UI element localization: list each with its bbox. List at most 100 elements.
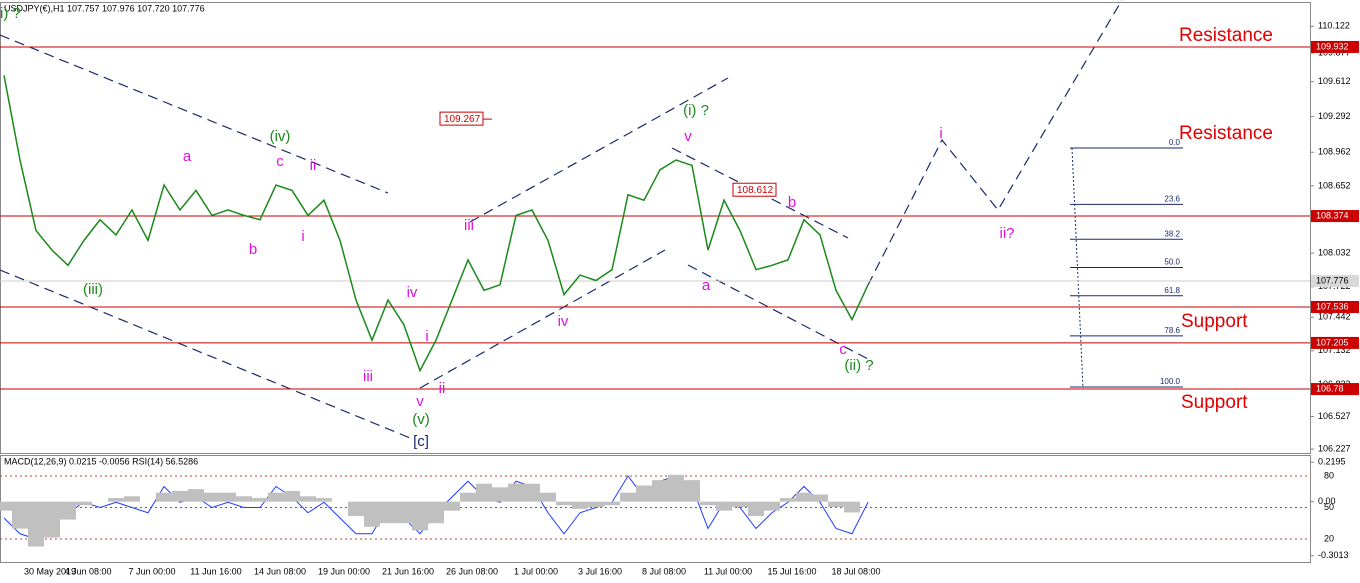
price-tag-label: 109.267: [444, 114, 481, 125]
level-label: 106.78: [1316, 383, 1344, 393]
macd-bar: [652, 480, 668, 502]
level-tag: [1311, 301, 1359, 314]
x-tick-label: 26 Jun 08:00: [446, 566, 498, 576]
macd-bar: [0, 501, 12, 511]
macd-bar: [236, 496, 252, 502]
y2-tick-label: 0.00: [1318, 496, 1336, 506]
indicator-title: MACD(12,26,9) 0.0215 -0.0056 RSI(14) 56.…: [4, 456, 198, 466]
wave-label: c: [839, 341, 847, 358]
macd-bar: [460, 492, 476, 502]
wave-label: (i) ?: [683, 102, 709, 119]
wave-label: v: [416, 393, 424, 410]
y2-tick-label: -0.3013: [1318, 550, 1349, 560]
macd-bar: [572, 501, 588, 509]
macd-bar: [204, 492, 220, 502]
macd-bar: [588, 501, 604, 508]
zone-label: Resistance: [1179, 25, 1273, 46]
x-tick-label: 19 Jun 00:00: [318, 566, 370, 576]
zone-label: Support: [1181, 392, 1248, 413]
x-tick-label: 18 Jul 08:00: [831, 566, 880, 576]
macd-bar: [76, 501, 92, 506]
wave-label: ii: [439, 380, 446, 397]
x-tick-label: 8 Jul 08:00: [642, 566, 686, 576]
current-price-label: 107.776: [1316, 275, 1349, 285]
wave-label: i: [939, 125, 942, 142]
macd-bar: [172, 490, 188, 502]
macd-bar: [12, 501, 28, 529]
macd-bar: [124, 496, 140, 502]
x-tick-label: 30 May 2019: [24, 566, 76, 576]
wave-label: b: [249, 241, 257, 258]
fib-label: 78.6: [1164, 326, 1180, 335]
x-tick-label: 7 Jun 00:00: [128, 566, 175, 576]
current-price-tag: [1311, 274, 1359, 287]
x-tick-label: 21 Jun 16:00: [382, 566, 434, 576]
y-tick-label: 50: [1324, 502, 1334, 512]
macd-bar: [716, 501, 732, 511]
macd-bar: [732, 501, 748, 508]
channel-line: [469, 77, 729, 223]
x-tick-label: 1 Jul 00:00: [514, 566, 558, 576]
macd-bar: [60, 501, 76, 520]
level-tag: [1311, 210, 1359, 223]
y-tick-label: 80: [1324, 470, 1334, 480]
price-tag-label: 108.612: [737, 185, 774, 196]
macd-bar: [748, 501, 764, 517]
macd-bar: [556, 501, 572, 506]
wave-label: ii?: [999, 225, 1014, 242]
y2-tick-label: 0.2195: [1318, 457, 1346, 467]
channel-line: [419, 249, 666, 389]
wave-label: (iv): [270, 128, 291, 145]
macd-bar: [380, 501, 396, 524]
fib-label: 61.8: [1164, 286, 1180, 295]
price-tag-box: [439, 111, 484, 126]
macd-bar: [44, 501, 60, 538]
channel-line: [0, 269, 416, 441]
fib-label: 100.0: [1160, 377, 1181, 386]
wave-label: iv: [558, 313, 569, 330]
macd-bar: [764, 501, 780, 511]
macd-bar: [620, 492, 636, 502]
macd-bar: [684, 480, 700, 502]
macd-bar: [700, 501, 716, 506]
wave-label: iv: [407, 284, 418, 301]
wave-label: (v): [412, 411, 430, 428]
wave-label: b: [788, 194, 796, 211]
macd-bar: [604, 501, 620, 506]
x-tick-label: 15 Jul 16:00: [767, 566, 816, 576]
macd-bar: [812, 494, 828, 502]
macd-bar: [780, 498, 796, 502]
y-tick-label: 20: [1324, 533, 1334, 543]
macd-bar: [364, 501, 380, 527]
macd-bar: [844, 501, 860, 513]
wave-label: i: [425, 328, 428, 345]
macd-bar: [396, 501, 412, 524]
macd-bar: [828, 501, 844, 508]
macd-bar: [268, 492, 284, 502]
wave-label: ii: [310, 157, 317, 174]
macd-bar: [428, 501, 444, 524]
wave-label: a: [702, 277, 711, 294]
macd-bar: [108, 498, 124, 502]
wave-label: (iii): [83, 281, 103, 298]
wave-label: [c]: [413, 433, 429, 450]
fib-label: 38.2: [1164, 229, 1180, 238]
macd-bar: [156, 492, 172, 502]
channel-lines: [0, 0, 1123, 441]
y-tick-label: 108.962: [1318, 147, 1351, 157]
y-tick-label: 109.292: [1318, 111, 1351, 121]
macd-bar: [668, 474, 684, 502]
wave-label: iii: [464, 217, 474, 234]
x-tick-label: 11 Jul 00:00: [704, 566, 752, 576]
y-tick-label: 110.122: [1318, 21, 1350, 31]
x-tick-label: 11 Jun 16:00: [190, 566, 241, 576]
x-tick-label: 14 Jun 08:00: [254, 566, 306, 576]
fib-label: 0.0: [1169, 138, 1181, 147]
macd-bar: [636, 485, 652, 502]
macd-bar: [300, 496, 316, 502]
zone-label: Support: [1181, 311, 1248, 332]
level-tag: [1311, 40, 1359, 53]
macd-bar: [284, 490, 300, 502]
wave-label: i) ?: [0, 5, 21, 22]
